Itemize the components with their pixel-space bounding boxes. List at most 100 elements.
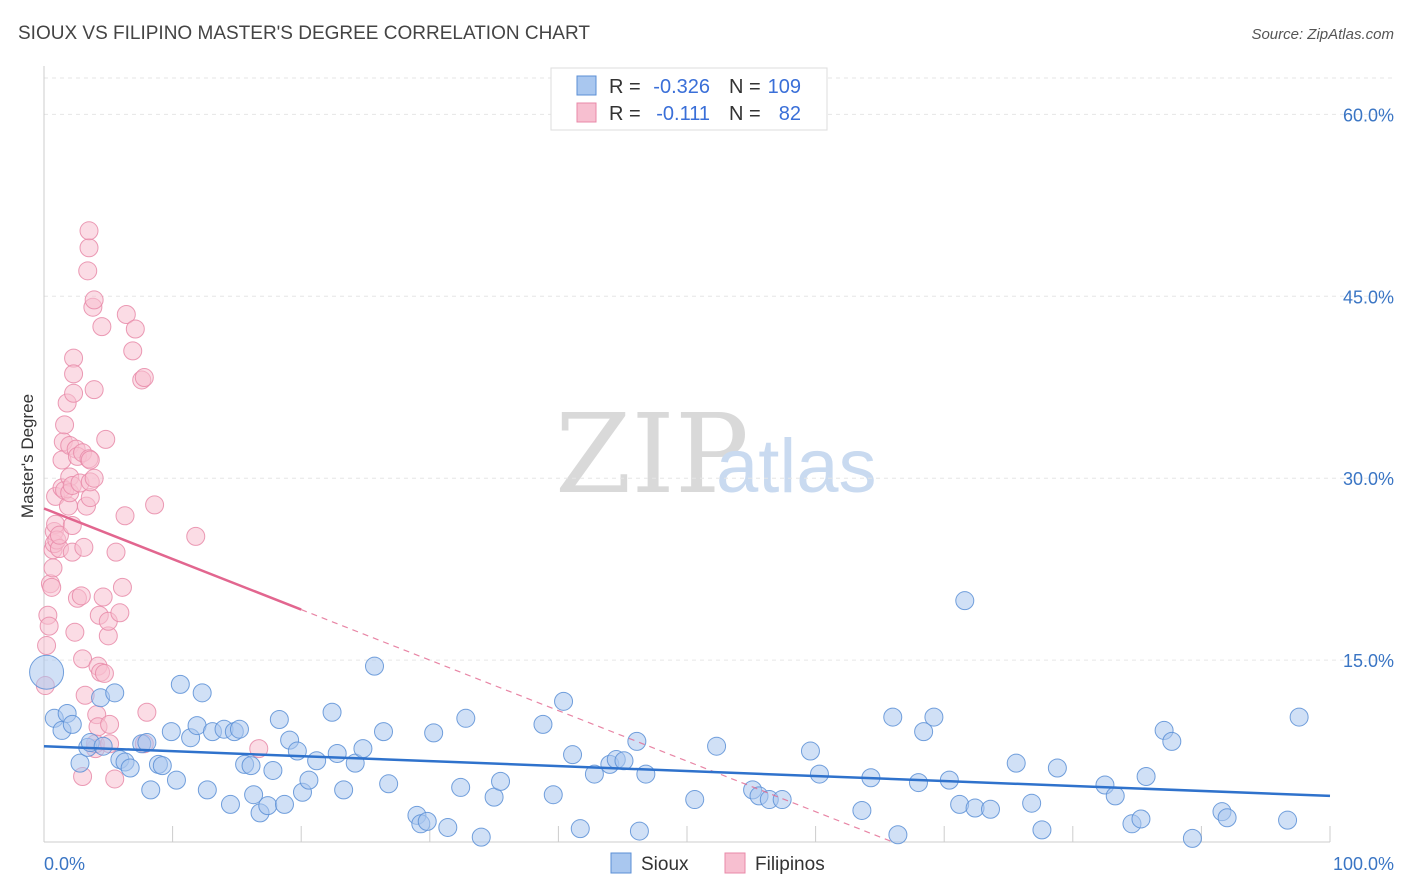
- sioux-point: [229, 719, 249, 739]
- sioux-point: [685, 790, 705, 810]
- axes: [43, 66, 1331, 843]
- stats-legend-box: [550, 67, 828, 131]
- filipinos-point: [186, 526, 206, 546]
- sioux-point: [1289, 707, 1309, 727]
- sioux-point: [1131, 809, 1151, 829]
- sioux-point: [70, 753, 90, 773]
- sioux-point: [636, 764, 656, 784]
- sioux-point: [584, 764, 604, 784]
- sioux-point: [629, 821, 649, 841]
- sioux-point: [274, 794, 294, 814]
- sioux-point: [241, 756, 261, 776]
- filipinos-point: [78, 261, 98, 281]
- sioux-point: [1006, 753, 1026, 773]
- legend-r-label-filipinos: R =: [609, 103, 641, 125]
- series-legend-sioux-label: Sioux: [641, 854, 689, 875]
- series-legend-filipinos-label: Filipinos: [755, 854, 825, 875]
- sioux-point: [170, 674, 190, 694]
- sioux-point: [914, 722, 934, 742]
- sioux-point: [379, 774, 399, 794]
- filipinos-point: [64, 364, 84, 384]
- sioux-point: [471, 827, 491, 847]
- sioux-point: [1182, 828, 1202, 848]
- sioux-point: [334, 780, 354, 800]
- sioux-point: [424, 723, 444, 743]
- legend-n-label-sioux: N =: [729, 76, 761, 98]
- sioux-point: [244, 785, 264, 805]
- sioux-point: [614, 751, 634, 771]
- gridlines: [44, 77, 1394, 661]
- filipinos-point: [93, 587, 113, 607]
- sioux-point: [161, 722, 181, 742]
- y-tick-label: 30.0%: [1343, 469, 1394, 489]
- sioux-point: [62, 714, 82, 734]
- legend-r-filipinos: -0.111: [656, 103, 710, 125]
- filipinos-point: [92, 317, 112, 337]
- y-tick-labels: 15.0% 30.0% 45.0% 60.0%: [1343, 105, 1394, 671]
- sioux-point: [93, 736, 113, 756]
- sioux-point: [438, 817, 458, 837]
- sioux-point: [852, 800, 872, 820]
- sioux-point: [570, 819, 590, 839]
- filipinos-point: [55, 415, 75, 435]
- sioux-point: [1136, 767, 1156, 787]
- filipinos-point: [65, 622, 85, 642]
- sioux-point: [980, 799, 1000, 819]
- filipinos-point: [73, 649, 93, 669]
- watermark-atlas: atlas: [716, 424, 877, 509]
- series-legend: Sioux Filipinos: [610, 852, 825, 875]
- sioux-point: [1047, 758, 1067, 778]
- sioux-point: [451, 777, 471, 797]
- filipinos-point: [106, 542, 126, 562]
- filipinos-point: [74, 537, 94, 557]
- trend-lines: [43, 507, 1331, 843]
- filipinos-point: [80, 450, 100, 470]
- filipinos-point: [125, 319, 145, 339]
- sioux-point: [543, 785, 563, 805]
- y-tick-label: 15.0%: [1343, 651, 1394, 671]
- legend-r-sioux: -0.326: [653, 76, 710, 98]
- sioux-point: [29, 654, 65, 690]
- sioux-point: [299, 770, 319, 790]
- x-tick-label: 0.0%: [44, 854, 85, 874]
- filipinos-point: [112, 577, 132, 597]
- filipinos-point: [94, 663, 114, 683]
- sioux-point: [554, 691, 574, 711]
- sioux-point: [456, 708, 476, 728]
- sioux-point: [1022, 793, 1042, 813]
- legend-n-sioux: 109: [768, 76, 801, 98]
- sioux-point: [365, 656, 385, 676]
- sioux-point: [1105, 786, 1125, 806]
- sioux-point: [137, 733, 157, 753]
- watermark: ZIP atlas: [555, 390, 877, 518]
- y-tick-label: 45.0%: [1343, 287, 1394, 307]
- filipinos-point: [49, 525, 69, 545]
- sioux-point: [307, 751, 327, 771]
- stats-legend: R = -0.326 N = 109 R = -0.111 N = 82: [550, 67, 828, 131]
- sioux-point: [269, 710, 289, 730]
- filipinos-point: [105, 769, 125, 789]
- sioux-point: [888, 825, 908, 845]
- y-tick-label: 60.0%: [1343, 105, 1394, 125]
- sioux-point: [627, 731, 647, 751]
- sioux-point: [322, 702, 342, 722]
- legend-n-label-filipinos: N =: [729, 103, 761, 125]
- filipinos-point: [79, 238, 99, 258]
- filipinos-point: [84, 380, 104, 400]
- sioux-point: [800, 741, 820, 761]
- sioux-point: [772, 790, 792, 810]
- sioux-points: [29, 591, 1309, 848]
- filipinos-point: [134, 368, 154, 388]
- filipinos-point: [116, 304, 136, 324]
- sioux-point: [152, 756, 172, 776]
- sioux-point: [374, 722, 394, 742]
- filipinos-points: [35, 221, 269, 789]
- sioux-point: [197, 780, 217, 800]
- sioux-point: [533, 714, 553, 734]
- source-credit: Source: ZipAtlas.com: [1251, 26, 1394, 43]
- sioux-point: [353, 739, 373, 759]
- sioux-point: [105, 683, 125, 703]
- y-axis-label: Master's Degree: [18, 394, 37, 518]
- sioux-point: [955, 591, 975, 611]
